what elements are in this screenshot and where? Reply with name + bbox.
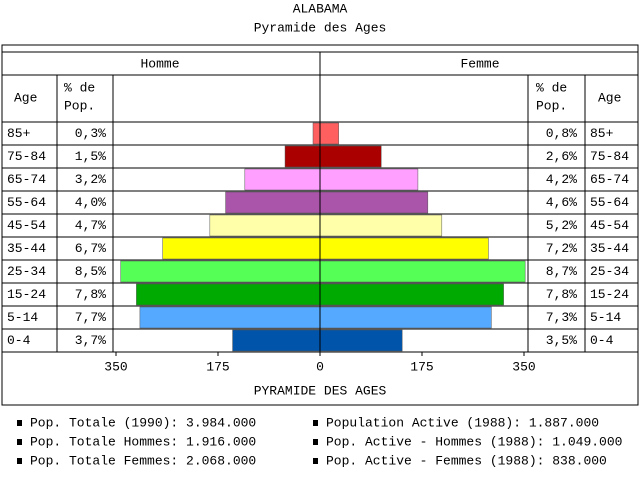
age-header: Age bbox=[14, 90, 37, 105]
pct-label: 4,0% bbox=[75, 195, 106, 210]
pct-header: Pop. bbox=[64, 98, 95, 113]
left-header: Homme bbox=[140, 56, 179, 71]
age-header: Age bbox=[598, 90, 621, 105]
note: Pop. Totale Femmes: 2.068.000 bbox=[30, 453, 256, 468]
bar bbox=[319, 329, 403, 352]
bullet bbox=[17, 439, 22, 445]
age-label: 0-4 bbox=[7, 333, 31, 348]
age-label: 5-14 bbox=[7, 310, 38, 325]
bar bbox=[319, 214, 443, 237]
age-label: 75-84 bbox=[590, 149, 629, 164]
pct-header: % de bbox=[64, 80, 95, 95]
age-label: 15-24 bbox=[7, 287, 46, 302]
age-label: 0-4 bbox=[590, 333, 614, 348]
age-label: 55-64 bbox=[590, 195, 629, 210]
age-label: 65-74 bbox=[590, 172, 629, 187]
pct-label: 7,2% bbox=[546, 241, 577, 256]
x-tick-label: 350 bbox=[104, 359, 127, 374]
age-label: 25-34 bbox=[590, 264, 629, 279]
pct-label: 0,3% bbox=[75, 126, 106, 141]
x-tick-label: 175 bbox=[206, 359, 229, 374]
note: Pop. Active - Hommes (1988): 1.049.000 bbox=[326, 434, 622, 449]
pct-label: 1,5% bbox=[75, 149, 106, 164]
x-tick-label: 175 bbox=[410, 359, 433, 374]
bullet bbox=[313, 439, 318, 445]
bullet bbox=[17, 458, 22, 464]
x-tick-label: 0 bbox=[316, 359, 324, 374]
pct-label: 3,7% bbox=[75, 333, 106, 348]
right-header: Femme bbox=[460, 56, 499, 71]
bullet bbox=[17, 420, 22, 426]
note: Pop. Totale Hommes: 1.916.000 bbox=[30, 434, 256, 449]
bar bbox=[162, 237, 321, 260]
bar bbox=[232, 329, 321, 352]
bar bbox=[312, 122, 321, 145]
age-label: 5-14 bbox=[590, 310, 621, 325]
pct-label: 4,6% bbox=[546, 195, 577, 210]
age-label: 35-44 bbox=[7, 241, 46, 256]
x-tick-label: 350 bbox=[512, 359, 535, 374]
bar bbox=[319, 145, 382, 168]
pct-label: 7,3% bbox=[546, 310, 577, 325]
pct-header: Pop. bbox=[536, 98, 567, 113]
pct-header: % de bbox=[536, 80, 567, 95]
note: Population Active (1988): 1.887.000 bbox=[326, 415, 599, 430]
pct-label: 6,7% bbox=[75, 241, 106, 256]
chart-title: ALABAMA bbox=[293, 1, 348, 16]
age-label: 55-64 bbox=[7, 195, 46, 210]
bar bbox=[319, 306, 492, 329]
pct-label: 7,8% bbox=[546, 287, 577, 302]
bar bbox=[319, 122, 339, 145]
bar bbox=[225, 191, 321, 214]
pct-label: 3,5% bbox=[546, 333, 577, 348]
frame bbox=[1, 44, 639, 406]
note: Pop. Active - Femmes (1988): 838.000 bbox=[326, 453, 607, 468]
age-label: 75-84 bbox=[7, 149, 46, 164]
age-label: 45-54 bbox=[7, 218, 46, 233]
pct-label: 7,8% bbox=[75, 287, 106, 302]
age-label: 85+ bbox=[590, 126, 614, 141]
pct-label: 4,7% bbox=[75, 218, 106, 233]
bar bbox=[319, 191, 429, 214]
pct-label: 5,2% bbox=[546, 218, 577, 233]
bar bbox=[136, 283, 321, 306]
bullet bbox=[313, 420, 318, 426]
age-label: 45-54 bbox=[590, 218, 629, 233]
pct-label: 8,5% bbox=[75, 264, 106, 279]
bar bbox=[209, 214, 321, 237]
bar bbox=[319, 260, 526, 283]
age-label: 35-44 bbox=[590, 241, 629, 256]
age-label: 85+ bbox=[7, 126, 31, 141]
pct-label: 2,6% bbox=[546, 149, 577, 164]
bar bbox=[244, 168, 321, 191]
bar bbox=[319, 168, 419, 191]
age-label: 25-34 bbox=[7, 264, 46, 279]
pct-label: 7,7% bbox=[75, 310, 106, 325]
pct-label: 4,2% bbox=[546, 172, 577, 187]
bar bbox=[319, 237, 489, 260]
note: Pop. Totale (1990): 3.984.000 bbox=[30, 415, 256, 430]
age-label: 15-24 bbox=[590, 287, 629, 302]
bullet bbox=[313, 458, 318, 464]
chart-subtitle: Pyramide des Ages bbox=[254, 20, 387, 35]
bar bbox=[284, 145, 321, 168]
bar bbox=[120, 260, 321, 283]
bar bbox=[139, 306, 321, 329]
bar bbox=[319, 283, 504, 306]
x-axis-label: PYRAMIDE DES AGES bbox=[254, 383, 387, 398]
pct-label: 0,8% bbox=[546, 126, 577, 141]
pct-label: 8,7% bbox=[546, 264, 577, 279]
age-label: 65-74 bbox=[7, 172, 46, 187]
pct-label: 3,2% bbox=[75, 172, 106, 187]
